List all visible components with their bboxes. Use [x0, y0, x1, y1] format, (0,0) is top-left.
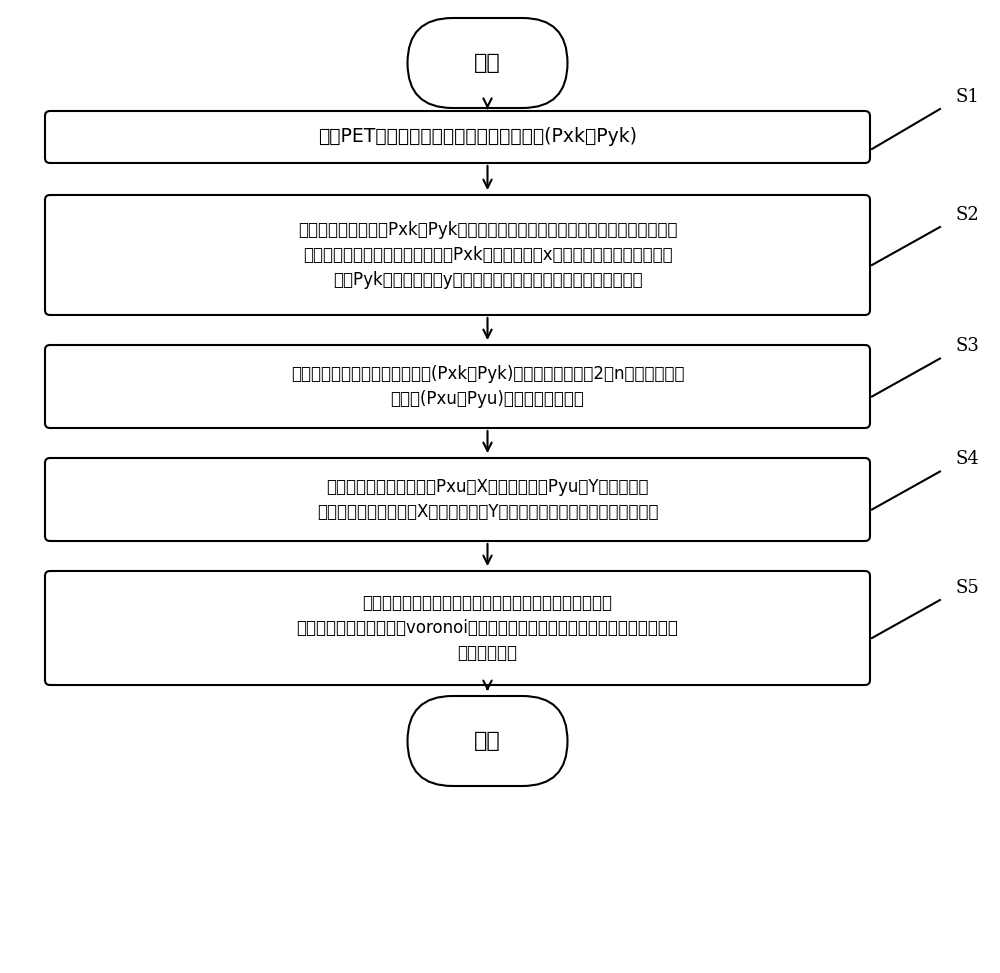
FancyBboxPatch shape — [45, 345, 870, 428]
Text: S4: S4 — [955, 450, 979, 469]
Text: 根据所有位置编码的Pxk和Pyk作为点坐标，建立第一散点图，确定该图的上下左
右边界的值；根据所有位置编码的Pxk的峰谷值确定x方向的边界、据所有位置编
码的P: 根据所有位置编码的Pxk和Pyk作为点坐标，建立第一散点图，确定该图的上下左 右… — [298, 221, 677, 289]
FancyBboxPatch shape — [45, 571, 870, 685]
Text: S5: S5 — [955, 579, 979, 597]
FancyBboxPatch shape — [408, 696, 568, 786]
Text: 获取PET探测器的各个能量信息的位置编码(Pxk，Pyk): 获取PET探测器的各个能量信息的位置编码(Pxk，Pyk) — [318, 127, 637, 147]
Text: S3: S3 — [955, 338, 979, 355]
Text: 结束: 结束 — [474, 731, 501, 751]
FancyBboxPatch shape — [408, 18, 568, 108]
Text: 根据第一网格图内的所有位置编码的分布，求取第二散点
图的重心；通过重心依据voronoi图生成方法构建方法构建第二网格图，即为位置
信息的分区图: 根据第一网格图内的所有位置编码的分布，求取第二散点 图的重心；通过重心依据vor… — [297, 594, 678, 662]
Text: S1: S1 — [955, 88, 979, 106]
FancyBboxPatch shape — [45, 458, 870, 541]
FancyBboxPatch shape — [45, 111, 870, 163]
Text: 通过第一散点图对所有位置编码(Pxk，Pyk)进行归一化处理至2的n次幂的范围内
，获取(Pxu，Pyu)构成的第二散点图: 通过第一散点图对所有位置编码(Pxk，Pyk)进行归一化处理至2的n次幂的范围内… — [291, 365, 684, 408]
Text: S2: S2 — [955, 206, 979, 224]
FancyBboxPatch shape — [45, 195, 870, 315]
Text: 对所有位置编码分别绘制Pxu的X分布直方图和Pyu的Y分布直方图
，并统计峰谷值；根据X分布直方图和Y分布直方图的峰谷值构建第一网格图: 对所有位置编码分别绘制Pxu的X分布直方图和Pyu的Y分布直方图 ，并统计峰谷值… — [317, 478, 658, 521]
Text: 开始: 开始 — [474, 53, 501, 73]
